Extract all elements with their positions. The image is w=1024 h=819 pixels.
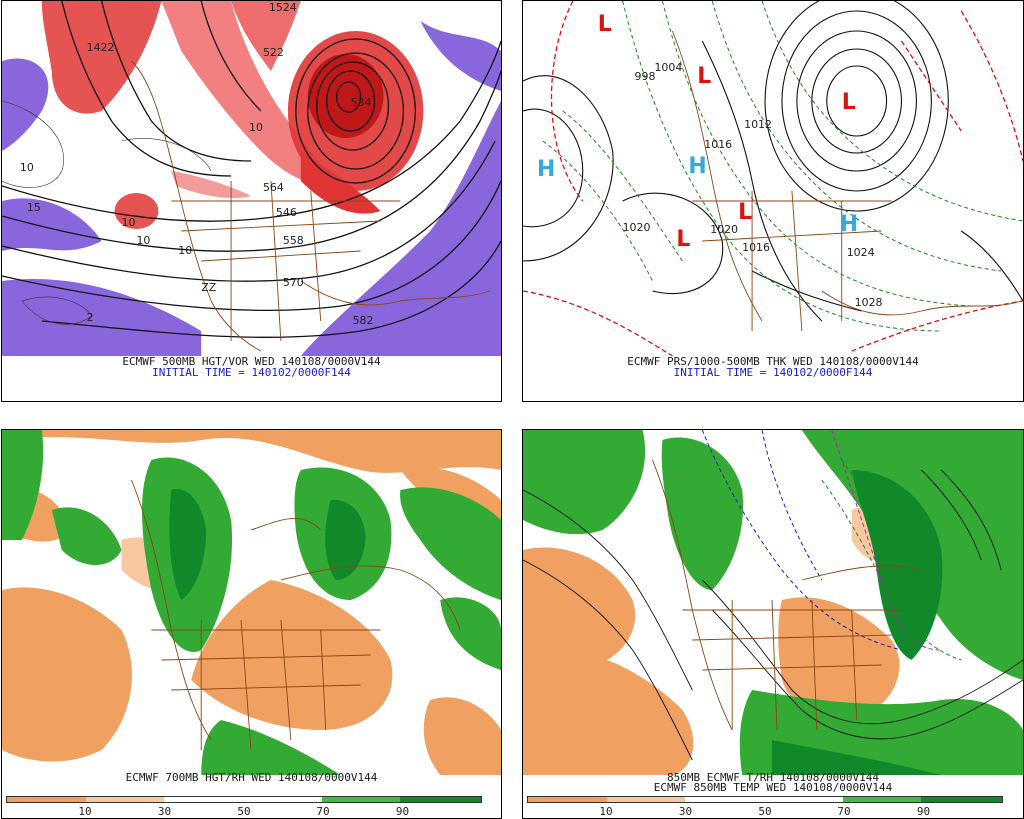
contour-label: 546: [276, 206, 297, 219]
low-pressure-marker: L: [598, 12, 612, 37]
contour-label: 570: [283, 276, 304, 289]
isobar-label: 1016: [742, 241, 770, 254]
high-pressure-marker: H: [537, 157, 555, 182]
isobar-label: 1004: [654, 61, 682, 74]
contour-label: 558: [283, 234, 304, 247]
legend-tick: 10: [78, 805, 92, 818]
legend-tick: 70: [837, 805, 851, 818]
rh-legend: 10 30 50 70 90: [527, 796, 1003, 818]
humidity-map: [2, 430, 501, 775]
low-pressure-marker: L: [697, 64, 711, 89]
legend-tick: 30: [678, 805, 693, 818]
temperature-map: [523, 430, 1023, 775]
high-pressure-marker: H: [688, 154, 706, 179]
panel-prs-thickness: L L L L L H H H 1020 1020 1016 1016 1028…: [522, 0, 1024, 402]
panel-subtitle: ECMWF 850MB TEMP WED 140108/0000V144: [653, 781, 893, 794]
panel-title: 850MB ECMWF T/RH 140108/0000V144: [667, 771, 879, 784]
panel-initial-time: INITIAL TIME = 140102/0000F144: [152, 366, 351, 379]
legend-tick: 70: [316, 805, 330, 818]
low-pressure-marker: L: [842, 90, 856, 115]
isobar-label: 1020: [710, 223, 738, 236]
contour-label: 10: [178, 244, 192, 257]
isobar-label: 1028: [855, 296, 883, 309]
legend-color-bar: [527, 796, 1003, 803]
contour-label: 534: [351, 96, 372, 109]
contour-label: 582: [353, 314, 374, 327]
panel-850mb-temp-rh: 850MB ECMWF T/RH 140108/0000V144 ECMWF 8…: [522, 429, 1024, 819]
legend-tick: 30: [157, 805, 172, 818]
contour-label: 1524: [269, 1, 297, 14]
vorticity-map: 1422 15 10 10 564 546 558 570 582 534 52…: [2, 1, 501, 356]
contour-label: 10: [122, 216, 136, 229]
isobar-label: 1020: [623, 221, 651, 234]
legend-tick: 90: [916, 805, 931, 818]
legend-tick: 10: [599, 805, 613, 818]
contour-label: 522: [263, 46, 284, 59]
panel-title: ECMWF 700MB HGT/RH WED 140108/0000V144: [125, 771, 378, 784]
high-pressure-marker: H: [840, 212, 858, 237]
contour-label: 564: [263, 181, 284, 194]
isobar-label: 1012: [744, 118, 772, 131]
isobar-label: 1024: [847, 246, 875, 259]
rh-legend: 10 30 50 70 90: [6, 796, 482, 818]
contour-label: 2: [87, 311, 94, 324]
isobar-label: 998: [635, 70, 656, 83]
legend-tick: 90: [395, 805, 410, 818]
panel-title: ECMWF 500MB HGT/VOR WED 140108/0000V144: [122, 355, 381, 368]
panel-500mb-hgt-vor: 1422 15 10 10 564 546 558 570 582 534 52…: [1, 0, 502, 402]
contour-label: 10: [249, 121, 263, 134]
low-pressure-marker: L: [676, 227, 690, 252]
contour-label: ZZ: [201, 281, 216, 294]
panel-700mb-hgt-rh: ECMWF 700MB HGT/RH WED 140108/0000V144 1…: [1, 429, 502, 819]
legend-color-bar: [6, 796, 482, 803]
contour-label: 15: [27, 201, 41, 214]
panel-title: ECMWF PRS/1000-500MB THK WED 140108/0000…: [627, 355, 919, 368]
contour-label: 10: [20, 161, 34, 174]
pressure-map: L L L L L H H H 1020 1020 1016 1016 1028…: [523, 1, 1023, 356]
legend-tick: 50: [237, 805, 251, 818]
low-pressure-marker: L: [738, 200, 752, 225]
contour-label: 1422: [87, 41, 115, 54]
legend-tick: 50: [758, 805, 772, 818]
isobar-label: 1016: [704, 138, 732, 151]
contour-label: 10: [136, 234, 150, 247]
panel-initial-time: INITIAL TIME = 140102/0000F144: [673, 366, 873, 379]
